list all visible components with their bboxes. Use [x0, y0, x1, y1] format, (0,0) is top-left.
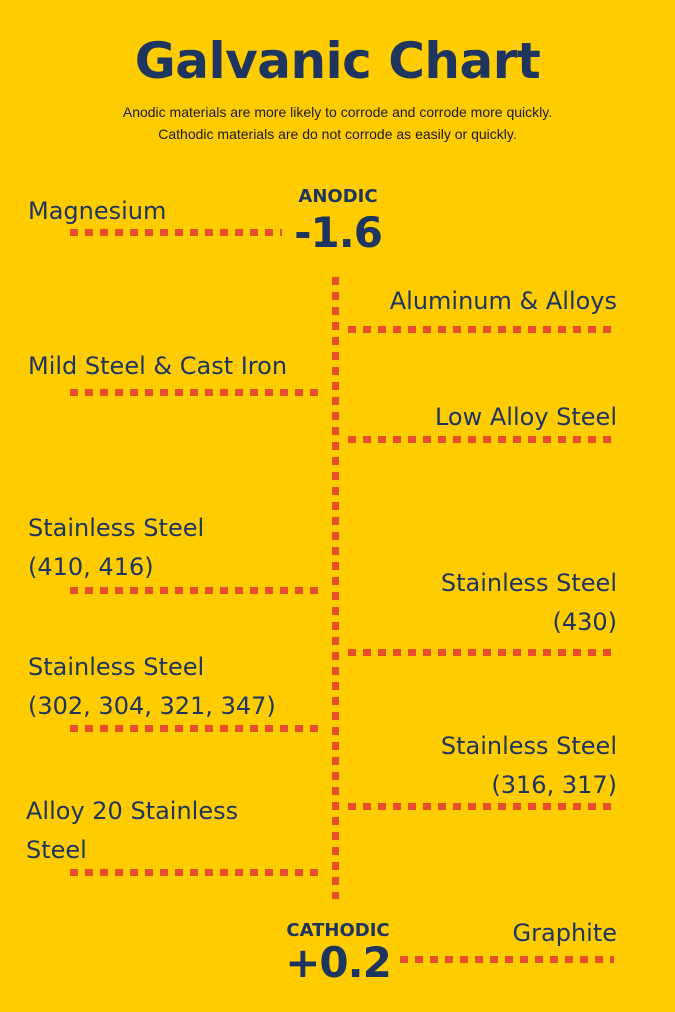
material-stainless-316-317: Stainless Steel (316, 317)	[440, 732, 617, 799]
cathodic-value: +0.2	[285, 938, 392, 987]
material-stainless-430: Stainless Steel (430)	[440, 569, 617, 636]
galvanic-scale-line	[332, 277, 339, 899]
material-graphite: Graphite	[512, 919, 617, 947]
connector-stainless-302-347	[70, 725, 322, 732]
anodic-label: ANODIC	[298, 186, 378, 207]
material-low-alloy-steel: Low Alloy Steel	[434, 403, 617, 431]
page-title: Galvanic Chart	[134, 32, 541, 90]
cathodic-label: CATHODIC	[286, 920, 390, 941]
connector-aluminum	[348, 326, 614, 333]
connector-low-alloy-steel	[348, 436, 614, 443]
material-magnesium: Magnesium	[28, 197, 167, 225]
connector-mild-steel	[70, 389, 320, 396]
subtitle-line-2: Cathodic materials are do not corrode as…	[158, 126, 517, 142]
connector-stainless-430	[348, 649, 614, 656]
connector-stainless-410-416	[70, 587, 322, 594]
material-stainless-302-347: Stainless Steel (302, 304, 321, 347)	[28, 653, 276, 720]
subtitle-line-1: Anodic materials are more likely to corr…	[122, 104, 553, 120]
anodic-value: -1.6	[294, 208, 383, 257]
connector-graphite	[400, 956, 614, 963]
material-mild-steel: Mild Steel & Cast Iron	[28, 352, 288, 380]
material-stainless-410-416: Stainless Steel (410, 416)	[28, 514, 205, 581]
connector-stainless-316-317	[348, 803, 614, 810]
connector-alloy-20	[70, 869, 322, 876]
material-aluminum: Aluminum & Alloys	[389, 287, 617, 315]
material-alloy-20: Alloy 20 Stainless Steel	[26, 797, 239, 864]
connector-magnesium	[70, 229, 282, 236]
